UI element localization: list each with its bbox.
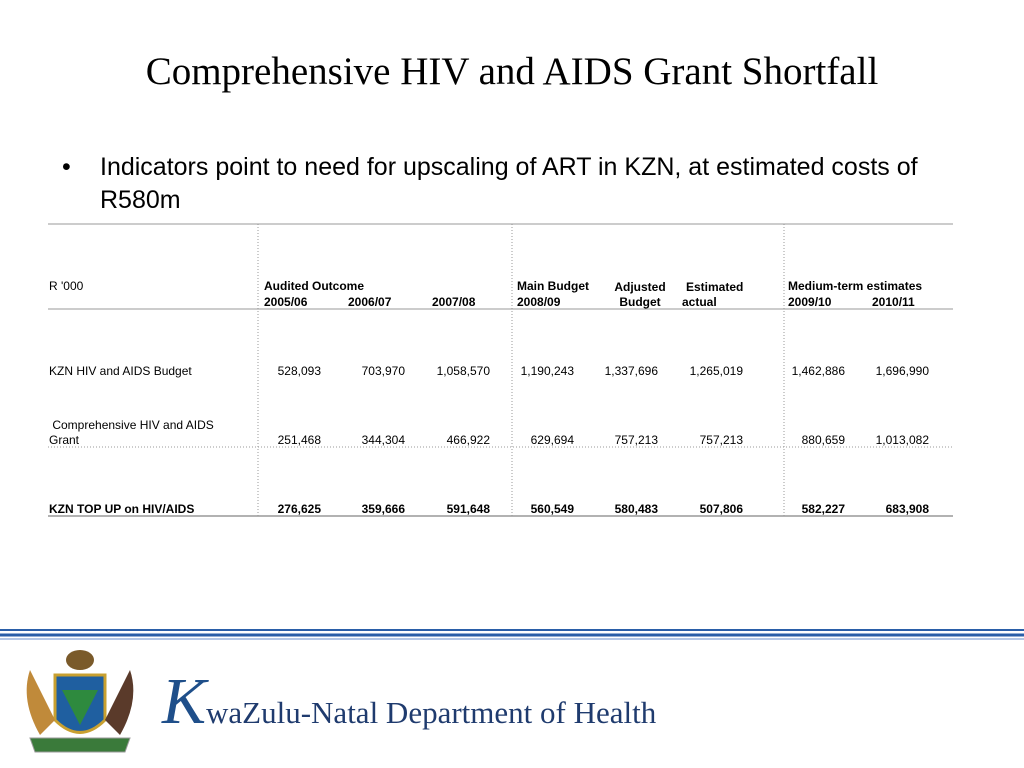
value-cell: 1,696,990 (875, 364, 929, 378)
header-cell: Audited Outcome (264, 279, 365, 293)
value-cell: 251,468 (277, 433, 321, 447)
bullet-text: Indicators point to need for upscaling o… (100, 153, 918, 214)
value-cell: 591,648 (446, 502, 490, 516)
year-cell: 2005/06 (264, 295, 308, 309)
header-cell: Main Budget (517, 279, 589, 293)
organisation-name: KwaZulu-Natal Department of Health (162, 665, 657, 738)
value-cell: 703,970 (361, 364, 405, 378)
value-cell: 880,659 (801, 433, 845, 447)
value-cell: 560,549 (530, 502, 574, 516)
value-cell: 629,694 (530, 433, 574, 447)
year-cell: 2008/09 (517, 295, 561, 309)
value-cell: 466,922 (446, 433, 490, 447)
value-cell: 1,190,243 (520, 364, 574, 378)
value-cell: 1,013,082 (875, 433, 929, 447)
bullet-dot: • (62, 153, 71, 181)
year-cell: 2007/08 (432, 295, 476, 309)
header-cell: Estimated actual (682, 280, 744, 309)
value-cell: 359,666 (361, 502, 405, 516)
header-cell: R '000 (49, 279, 84, 293)
coat-of-arms (26, 650, 134, 753)
slide-title: Comprehensive HIV and AIDS Grant Shortfa… (145, 50, 879, 93)
value-cell: 344,304 (361, 433, 405, 447)
value-cell: 1,462,886 (791, 364, 845, 378)
value-cell: 276,625 (277, 502, 321, 516)
row-label: KZN TOP UP on HIV/AIDS (49, 502, 195, 516)
year-cell: 2009/10 (788, 295, 832, 309)
year-cell: 2010/11 (872, 295, 915, 309)
value-cell: 507,806 (699, 502, 743, 516)
value-cell: 582,227 (801, 502, 845, 516)
header-cell: Adjusted Budget (614, 280, 666, 309)
header-cell: Medium-term estimates (788, 279, 923, 293)
value-cell: 580,483 (614, 502, 658, 516)
year-cell: 2006/07 (348, 295, 392, 309)
row-label: KZN HIV and AIDS Budget (49, 364, 192, 378)
value-cell: 683,908 (885, 502, 929, 516)
value-cell: 1,337,696 (604, 364, 658, 378)
value-cell: 1,265,019 (689, 364, 743, 378)
value-cell: 757,213 (614, 433, 658, 447)
value-cell: 528,093 (277, 364, 321, 378)
value-cell: 757,213 (699, 433, 743, 447)
value-cell: 1,058,570 (436, 364, 490, 378)
row-label: Comprehensive HIV and AIDS Grant (49, 418, 218, 447)
